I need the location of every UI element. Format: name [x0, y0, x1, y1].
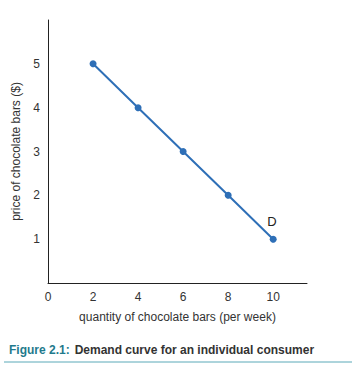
svg-text:quantity of chocolate bars (pe: quantity of chocolate bars (per week): [79, 310, 276, 324]
svg-text:10: 10: [267, 290, 281, 304]
svg-text:8: 8: [225, 290, 232, 304]
svg-text:3: 3: [33, 145, 40, 159]
svg-text:Figure 2.1:: Figure 2.1:: [9, 343, 70, 357]
svg-text:Demand curve for an individual: Demand curve for an individual consumer: [75, 343, 315, 357]
svg-text:0: 0: [45, 290, 52, 304]
svg-text:6: 6: [180, 290, 187, 304]
svg-text:4: 4: [33, 101, 40, 115]
svg-text:2: 2: [33, 188, 40, 202]
svg-text:1: 1: [33, 232, 40, 246]
svg-text:4: 4: [135, 290, 142, 304]
svg-text:2: 2: [90, 290, 97, 304]
svg-text:price of chocolate bars ($): price of chocolate bars ($): [9, 82, 23, 221]
svg-text:5: 5: [33, 57, 40, 71]
svg-text:D: D: [267, 214, 276, 229]
